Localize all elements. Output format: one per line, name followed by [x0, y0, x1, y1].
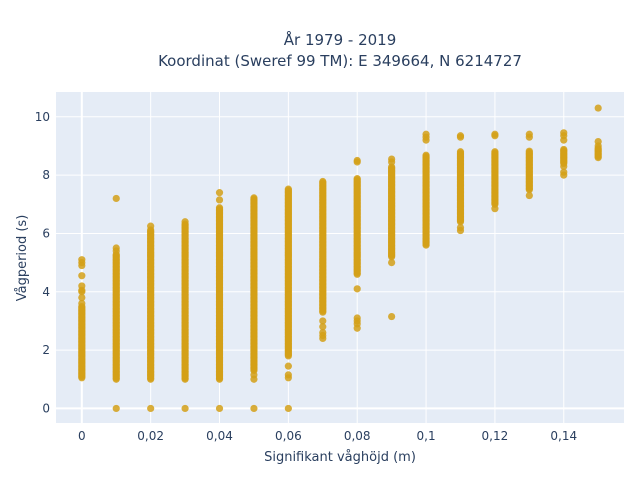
y-tick-label: 8: [42, 168, 50, 182]
scatter-point: [78, 293, 86, 302]
plot-area: [56, 92, 624, 423]
scatter-point: [388, 312, 396, 321]
y-tick-label: 4: [42, 285, 50, 299]
x-axis-title: Signifikant våghöjd (m): [264, 450, 416, 465]
scatter-point: [353, 324, 361, 332]
scatter-point: [560, 162, 568, 170]
x-tick-label: 0,08: [344, 429, 371, 443]
y-axis-ticks: 0 2 4 6 8 10: [35, 110, 50, 416]
scatter-point: [250, 404, 258, 413]
scatter-point: [147, 404, 155, 413]
scatter-point: [250, 194, 258, 202]
scatter-point: [456, 224, 465, 232]
scatter-point: [250, 375, 258, 383]
scatter-point: [284, 374, 292, 382]
scatter-point: [422, 151, 430, 159]
y-tick-label: 0: [42, 401, 50, 415]
scatter-point: [525, 191, 533, 200]
scatter-point: [112, 404, 120, 413]
scatter-point: [525, 133, 533, 141]
scatter-point: [594, 142, 602, 150]
scatter-point: [181, 404, 189, 413]
x-axis-ticks: 0 0,02 0,04 0,06 0,08 0,1 0,12 0,14: [78, 429, 577, 443]
scatter-point: [215, 404, 224, 413]
x-tick-label: 0,06: [275, 429, 302, 443]
scatter-point: [353, 175, 361, 183]
x-tick-label: 0,02: [137, 429, 164, 443]
scatter-point: [353, 285, 361, 293]
scatter-point: [78, 256, 86, 264]
scatter-point: [78, 272, 86, 280]
scatter-point: [388, 158, 396, 166]
y-tick-label: 2: [42, 343, 50, 357]
y-tick-label: 6: [42, 226, 50, 240]
scatter-point: [181, 218, 189, 226]
chart-subtitle: Koordinat (Sweref 99 TM): E 349664, N 62…: [158, 52, 522, 70]
y-axis-title: Vågperiod (s): [15, 215, 30, 302]
scatter-point: [388, 259, 396, 267]
scatter-point: [491, 148, 499, 156]
scatter-point: [456, 133, 465, 141]
scatter-point: [594, 104, 602, 112]
scatter-point: [78, 299, 86, 308]
scatter-point: [456, 148, 465, 156]
x-tick-label: 0,14: [550, 429, 577, 443]
scatter-point: [560, 145, 568, 154]
scatter-point: [388, 163, 396, 171]
scatter-point: [319, 317, 327, 325]
scatter-point: [319, 177, 327, 186]
scatter-points: [78, 104, 602, 413]
x-tick-label: 0: [78, 429, 86, 443]
scatter-point: [560, 168, 568, 176]
scatter-point: [78, 286, 86, 294]
x-tick-label: 0,12: [482, 429, 509, 443]
scatter-point: [215, 189, 224, 197]
scatter-point: [491, 132, 499, 140]
scatter-point: [560, 136, 568, 144]
scatter-point: [215, 204, 224, 212]
scatter-point: [147, 222, 155, 230]
y-tick-label: 10: [35, 110, 50, 124]
scatter-point: [284, 362, 292, 370]
scatter-point: [112, 247, 120, 255]
scatter-point: [491, 205, 499, 213]
scatter-point: [112, 194, 120, 203]
scatter-point: [319, 331, 327, 340]
scatter-point: [525, 147, 533, 155]
scatter-point: [215, 196, 224, 204]
scatter-point: [353, 156, 361, 165]
x-tick-label: 0,1: [417, 429, 436, 443]
scatter-point: [422, 136, 430, 144]
x-tick-label: 0,04: [206, 429, 233, 443]
scatter-point: [319, 323, 327, 331]
scatter-point: [284, 185, 292, 193]
chart-title: År 1979 - 2019: [284, 30, 397, 49]
scatter-point: [284, 404, 292, 413]
